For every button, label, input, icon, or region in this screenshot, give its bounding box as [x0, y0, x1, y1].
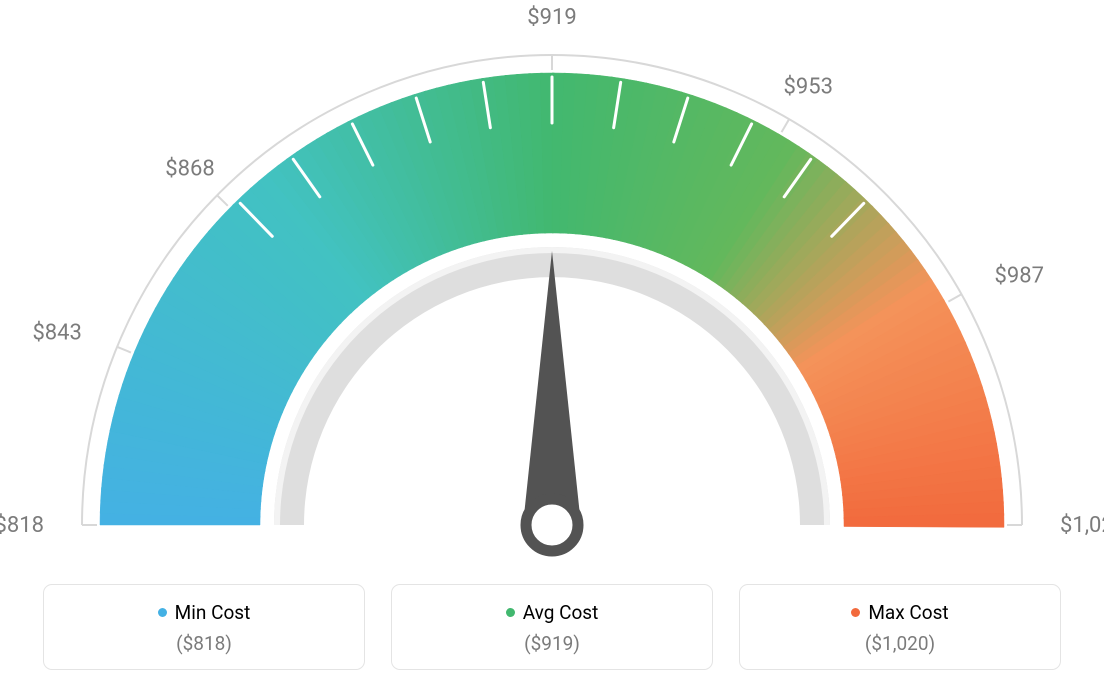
legend-card-min: Min Cost ($818): [43, 584, 365, 670]
tick-label: $919: [527, 5, 576, 30]
gauge-needle: [522, 251, 581, 530]
legend-title-max: Max Cost: [851, 601, 948, 624]
needle-hub: [526, 499, 578, 551]
legend-value-min: ($818): [44, 632, 364, 655]
major-tick: [117, 347, 131, 353]
tick-label: $1,020: [1060, 513, 1104, 538]
tick-label: $818: [0, 513, 44, 538]
major-tick: [948, 294, 961, 301]
tick-label: $953: [784, 74, 833, 99]
legend-card-max: Max Cost ($1,020): [739, 584, 1061, 670]
cost-gauge-chart: $818 $843 $868 $919 $953 $987 $1,020 Min Cost …: [0, 0, 1104, 690]
major-tick: [217, 195, 228, 206]
tick-label: $987: [995, 264, 1044, 289]
tick-label: $843: [32, 320, 81, 345]
major-tick: [782, 119, 790, 132]
tick-label: $868: [165, 157, 214, 182]
dot-icon: [158, 608, 167, 617]
legend-row: Min Cost ($818) Avg Cost ($919) Max Cost…: [0, 584, 1104, 670]
gauge-svg: $818 $843 $868 $919 $953 $987 $1,020: [0, 0, 1104, 560]
gauge-area: $818 $843 $868 $919 $953 $987 $1,020: [0, 0, 1104, 560]
legend-title-avg: Avg Cost: [506, 601, 599, 624]
legend-title-text: Min Cost: [175, 601, 251, 624]
dot-icon: [851, 608, 860, 617]
legend-card-avg: Avg Cost ($919): [391, 584, 713, 670]
legend-title-text: Max Cost: [868, 601, 948, 624]
dot-icon: [506, 608, 515, 617]
legend-value-avg: ($919): [392, 632, 712, 655]
legend-title-min: Min Cost: [158, 601, 251, 624]
legend-title-text: Avg Cost: [523, 601, 599, 624]
legend-value-max: ($1,020): [740, 632, 1060, 655]
